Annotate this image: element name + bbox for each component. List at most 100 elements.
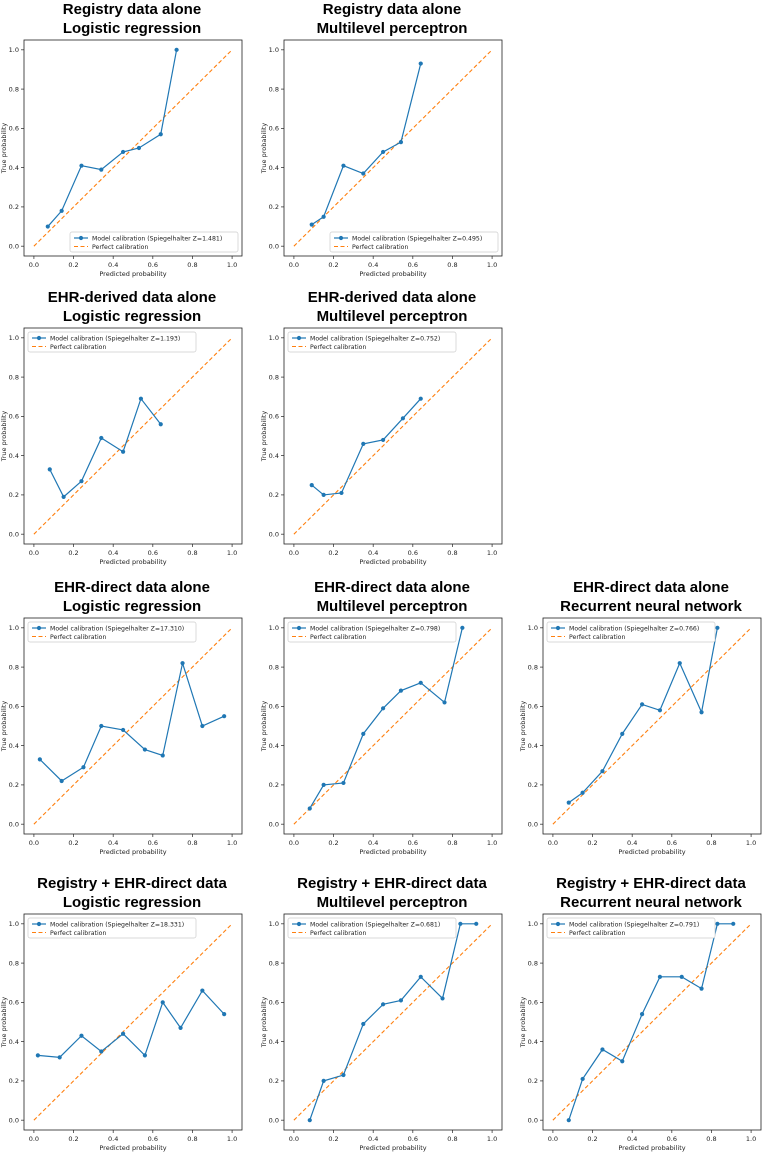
model-calibration-point [158,132,163,137]
model-calibration-point [158,422,163,427]
y-tick-label: 1.0 [269,334,279,342]
y-tick-label: 0.2 [269,203,279,211]
legend-model-marker [296,625,302,631]
y-tick-label: 0.0 [269,242,279,250]
calibration-chart: 0.0 0.2 0.4 0.6 0.8 1.0 0.0 0.2 0.4 0.6 0.8 1.0 Pred… [260,327,503,566]
chart-panel-registry-lr: Registry data alone Logistic regression … [0,0,262,288]
chart-title-line-2: Logistic regression [62,308,202,325]
x-axis-label: Predicted probability [359,1144,426,1152]
y-tick-label: 0.4 [269,452,279,460]
legend-model-label: Model calibration (Spiegelhalter Z=18.33… [50,921,184,928]
y-tick-label: 0.0 [9,242,19,250]
y-tick-label: 0.4 [9,164,19,172]
calibration-chart: 0.0 0.2 0.4 0.6 0.8 1.0 0.0 0.2 0.4 0.6 0.8 1.0 Pred… [0,617,243,856]
model-calibration-point [79,163,84,168]
y-tick-label: 0.8 [269,373,279,381]
x-tick-label: 0.4 [108,549,118,557]
y-tick-label: 0.6 [9,703,19,711]
x-tick-label: 1.0 [227,261,237,269]
chart-title-line-2: Recurrent neural network [560,598,742,615]
model-calibration-line [309,627,463,809]
model-calibration-point [79,1033,84,1038]
model-calibration-point [679,974,684,979]
legend-model-marker [78,235,84,241]
x-tick-label: 1.0 [227,549,237,557]
chart-title-line-2: Logistic regression [62,20,202,37]
x-tick-label: 0.0 [29,261,39,269]
chart-title-line-2: Multilevel perceptron [316,894,468,911]
model-calibration-point [600,769,605,774]
x-tick-label: 1.0 [487,261,497,269]
y-axis-label: True probability [260,997,268,1049]
y-tick-label: 0.6 [269,999,279,1007]
y-tick-label: 0.6 [269,413,279,421]
legend-model-label: Model calibration (Spiegelhalter Z=0.791… [569,921,699,928]
model-calibration-point [400,416,406,421]
model-calibration-point [620,1059,625,1064]
model-calibration-point [677,661,682,666]
model-calibration-point [442,700,447,705]
model-calibration-line [311,63,422,226]
model-calibration-point [59,208,64,213]
chart-panel-ehr-derived-lr: EHR-derived data alone Logistic regressi… [0,288,262,576]
y-tick-label: 1.0 [9,334,19,342]
model-calibration-point [380,437,386,443]
perfect-calibration-line [552,627,752,825]
y-tick-label: 0.4 [269,164,279,172]
model-calibration-point [566,1118,571,1123]
chart-title-line-2: Multilevel perceptron [316,20,468,37]
model-calibration-point [380,149,386,155]
x-axis-label: Predicted probability [618,1144,685,1152]
model-calibration-point [715,625,720,630]
legend-model-marker [555,625,561,631]
x-tick-label: 0.2 [68,549,78,557]
model-calibration-point [418,974,423,979]
x-tick-label: 0.6 [408,839,418,847]
x-tick-label: 0.8 [187,839,197,847]
y-tick-label: 0.4 [528,742,538,750]
model-calibration-point [321,492,326,498]
model-calibration-point [380,1002,386,1007]
chart-title-line-2: Logistic regression [62,598,202,615]
y-tick-label: 0.2 [269,1077,279,1085]
chart-title-line-2: Multilevel perceptron [316,308,468,325]
perfect-calibration-line [293,337,493,535]
y-tick-label: 0.6 [9,413,19,421]
model-calibration-point [418,396,423,401]
y-axis-label: True probability [0,701,8,753]
legend-model-marker [555,921,561,927]
legend-box [546,621,716,643]
y-tick-label: 0.4 [269,742,279,750]
x-tick-label: 0.2 [328,1135,338,1143]
legend-perfect-label: Perfect calibration [310,344,366,351]
chart-panel-ehr-direct-rnn: EHR-direct data alone Recurrent neural n… [519,578,768,866]
y-tick-label: 0.6 [9,999,19,1007]
y-tick-label: 0.0 [9,1116,19,1124]
x-tick-label: 0.4 [368,1135,378,1143]
model-calibration-point [35,1053,40,1058]
model-calibration-point [99,167,104,172]
legend-perfect-label: Perfect calibration [50,344,106,351]
x-tick-label: 0.6 [148,1135,158,1143]
y-tick-label: 0.8 [269,663,279,671]
y-tick-label: 0.4 [9,742,19,750]
x-tick-label: 0.2 [587,1135,597,1143]
chart-panel-ehr-direct-lr: EHR-direct data alone Logistic regressio… [0,578,262,866]
model-calibration-line [37,989,225,1058]
y-axis-label: True probability [260,123,268,175]
plot-frame [542,617,762,835]
perfect-calibration-line [552,923,752,1121]
model-calibration-point [200,988,205,993]
model-calibration-point [474,921,479,926]
x-axis-label: Predicted probability [99,558,166,566]
x-tick-label: 0.2 [328,549,338,557]
plot-frame [23,913,243,1131]
y-tick-label: 1.0 [269,624,279,632]
legend-perfect-label: Perfect calibration [50,930,106,937]
plot-frame [283,913,503,1131]
y-axis-label: True probability [260,411,268,463]
perfect-calibration-line [293,627,493,825]
x-tick-label: 0.2 [328,839,338,847]
model-calibration-point [120,1031,126,1036]
y-tick-label: 0.0 [9,820,19,828]
